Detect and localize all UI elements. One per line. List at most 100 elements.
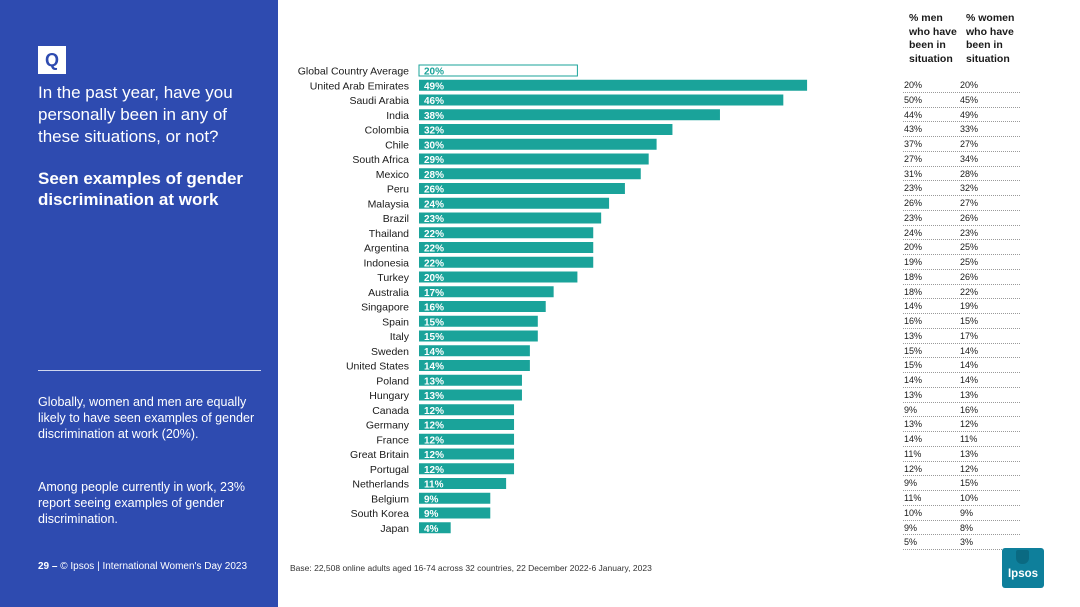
bar-value-label: 38%	[424, 111, 444, 122]
men-percent: 14%	[904, 301, 923, 312]
question-text: In the past year, have you personally be…	[38, 83, 233, 146]
bar-chart: Global Country Average 20% United Arab Emi…	[298, 64, 808, 535]
men-percent: 50%	[904, 94, 923, 105]
slide-footer: 29 – © Ipsos | International Women's Day…	[38, 561, 247, 572]
table-row: 23% 32%	[903, 181, 1020, 196]
women-percent: 12%	[960, 463, 979, 474]
table-row: 12% 12%	[903, 462, 1020, 477]
women-percent: 10%	[960, 493, 979, 503]
bar	[419, 153, 649, 165]
men-percent: 43%	[904, 124, 923, 135]
table-row: 18% 26%	[903, 270, 1020, 285]
bar-value-label: 30%	[424, 140, 444, 151]
bar	[419, 94, 784, 106]
bar-value-label: 49%	[424, 81, 444, 92]
footer-copyright: © Ipsos | International Women's Day 2023	[60, 561, 248, 572]
men-percent: 27%	[904, 153, 923, 164]
bar	[419, 256, 594, 268]
category-label: South Africa	[352, 154, 409, 166]
men-percent: 16%	[904, 316, 923, 326]
bar	[419, 360, 530, 371]
table-row: 14% 11%	[903, 432, 1020, 447]
question-badge: Q	[38, 46, 66, 74]
category-label: Chile	[385, 139, 409, 151]
women-percent: 14%	[960, 360, 979, 371]
men-percent: 10%	[904, 507, 923, 518]
category-label: Thailand	[369, 228, 409, 240]
men-percent: 20%	[904, 242, 923, 253]
bar-value-label: 26%	[424, 185, 444, 196]
women-percent: 8%	[960, 522, 974, 533]
bar-value-label: 13%	[424, 376, 444, 387]
bar	[419, 463, 515, 475]
bar-value-label: 11%	[424, 480, 444, 491]
category-label: United States	[346, 361, 409, 373]
table-row: 18% 22%	[903, 285, 1020, 300]
category-label: Italy	[390, 331, 410, 343]
table-row: 20% 20%	[903, 78, 1020, 93]
bar	[419, 419, 515, 430]
women-percent: 25%	[960, 242, 979, 253]
base-note: Base: 22,508 online adults aged 16-74 ac…	[290, 563, 652, 573]
category-label: Germany	[366, 420, 410, 432]
women-percent: 19%	[960, 301, 979, 312]
bar-value-label: 4%	[424, 524, 439, 535]
bar	[419, 330, 538, 342]
category-label: Malaysia	[368, 198, 410, 210]
table-row: 44% 49%	[903, 108, 1020, 123]
table-row: 10% 9%	[903, 506, 1020, 521]
men-percent: 24%	[904, 227, 923, 238]
men-percent: 13%	[904, 419, 923, 430]
men-percent: 11%	[904, 493, 922, 503]
bar	[419, 109, 720, 121]
category-label: Belgium	[371, 493, 409, 505]
table-row: 50% 45%	[903, 93, 1020, 108]
women-percent: 49%	[960, 109, 979, 120]
bar	[419, 507, 491, 519]
category-label: Netherlands	[352, 479, 409, 491]
bar	[419, 197, 610, 209]
bar	[419, 492, 491, 504]
women-percent: 22%	[960, 286, 979, 297]
bar	[419, 124, 673, 135]
bar-value-label: 32%	[424, 126, 444, 137]
bar	[419, 79, 808, 91]
women-percent: 13%	[960, 448, 979, 459]
women-percent: 17%	[960, 330, 979, 341]
bar	[419, 168, 641, 180]
table-header-women: % women who have been in situation	[966, 12, 1015, 65]
bar-value-label: 22%	[424, 258, 444, 269]
category-label: Peru	[387, 184, 409, 196]
women-percent: 27%	[960, 198, 979, 208]
women-percent: 14%	[960, 375, 979, 385]
category-label: Saudi Arabia	[349, 95, 409, 107]
table-row: 16% 15%	[903, 314, 1020, 329]
men-percent: 9%	[904, 478, 918, 489]
women-percent: 3%	[960, 537, 974, 548]
table-row: 9% 8%	[903, 521, 1020, 536]
bar-value-label: 13%	[424, 391, 444, 402]
table-row: 9% 16%	[903, 403, 1020, 418]
bar	[419, 212, 602, 224]
bar-value-label: 23%	[424, 214, 444, 225]
women-percent: 14%	[960, 345, 979, 356]
category-label: Argentina	[364, 243, 409, 255]
men-percent: 14%	[904, 375, 923, 385]
table-row: 26% 27%	[903, 196, 1020, 211]
logo-text: Ipsos	[1007, 568, 1039, 580]
bar	[419, 404, 515, 416]
table-row: 13% 13%	[903, 388, 1020, 403]
men-percent: 31%	[904, 168, 923, 179]
category-label: Portugal	[370, 464, 409, 476]
bar-value-label: 28%	[424, 170, 444, 181]
category-label: Sweden	[371, 346, 409, 358]
men-percent: 14%	[904, 434, 923, 444]
table-row: 15% 14%	[903, 344, 1020, 359]
bar-value-label: 15%	[424, 317, 444, 328]
bar	[419, 271, 578, 283]
category-label: Japan	[380, 523, 409, 535]
bar-value-label: 20%	[424, 273, 444, 284]
bar	[419, 478, 507, 489]
bar	[419, 242, 594, 253]
bar-value-label: 12%	[424, 435, 444, 446]
